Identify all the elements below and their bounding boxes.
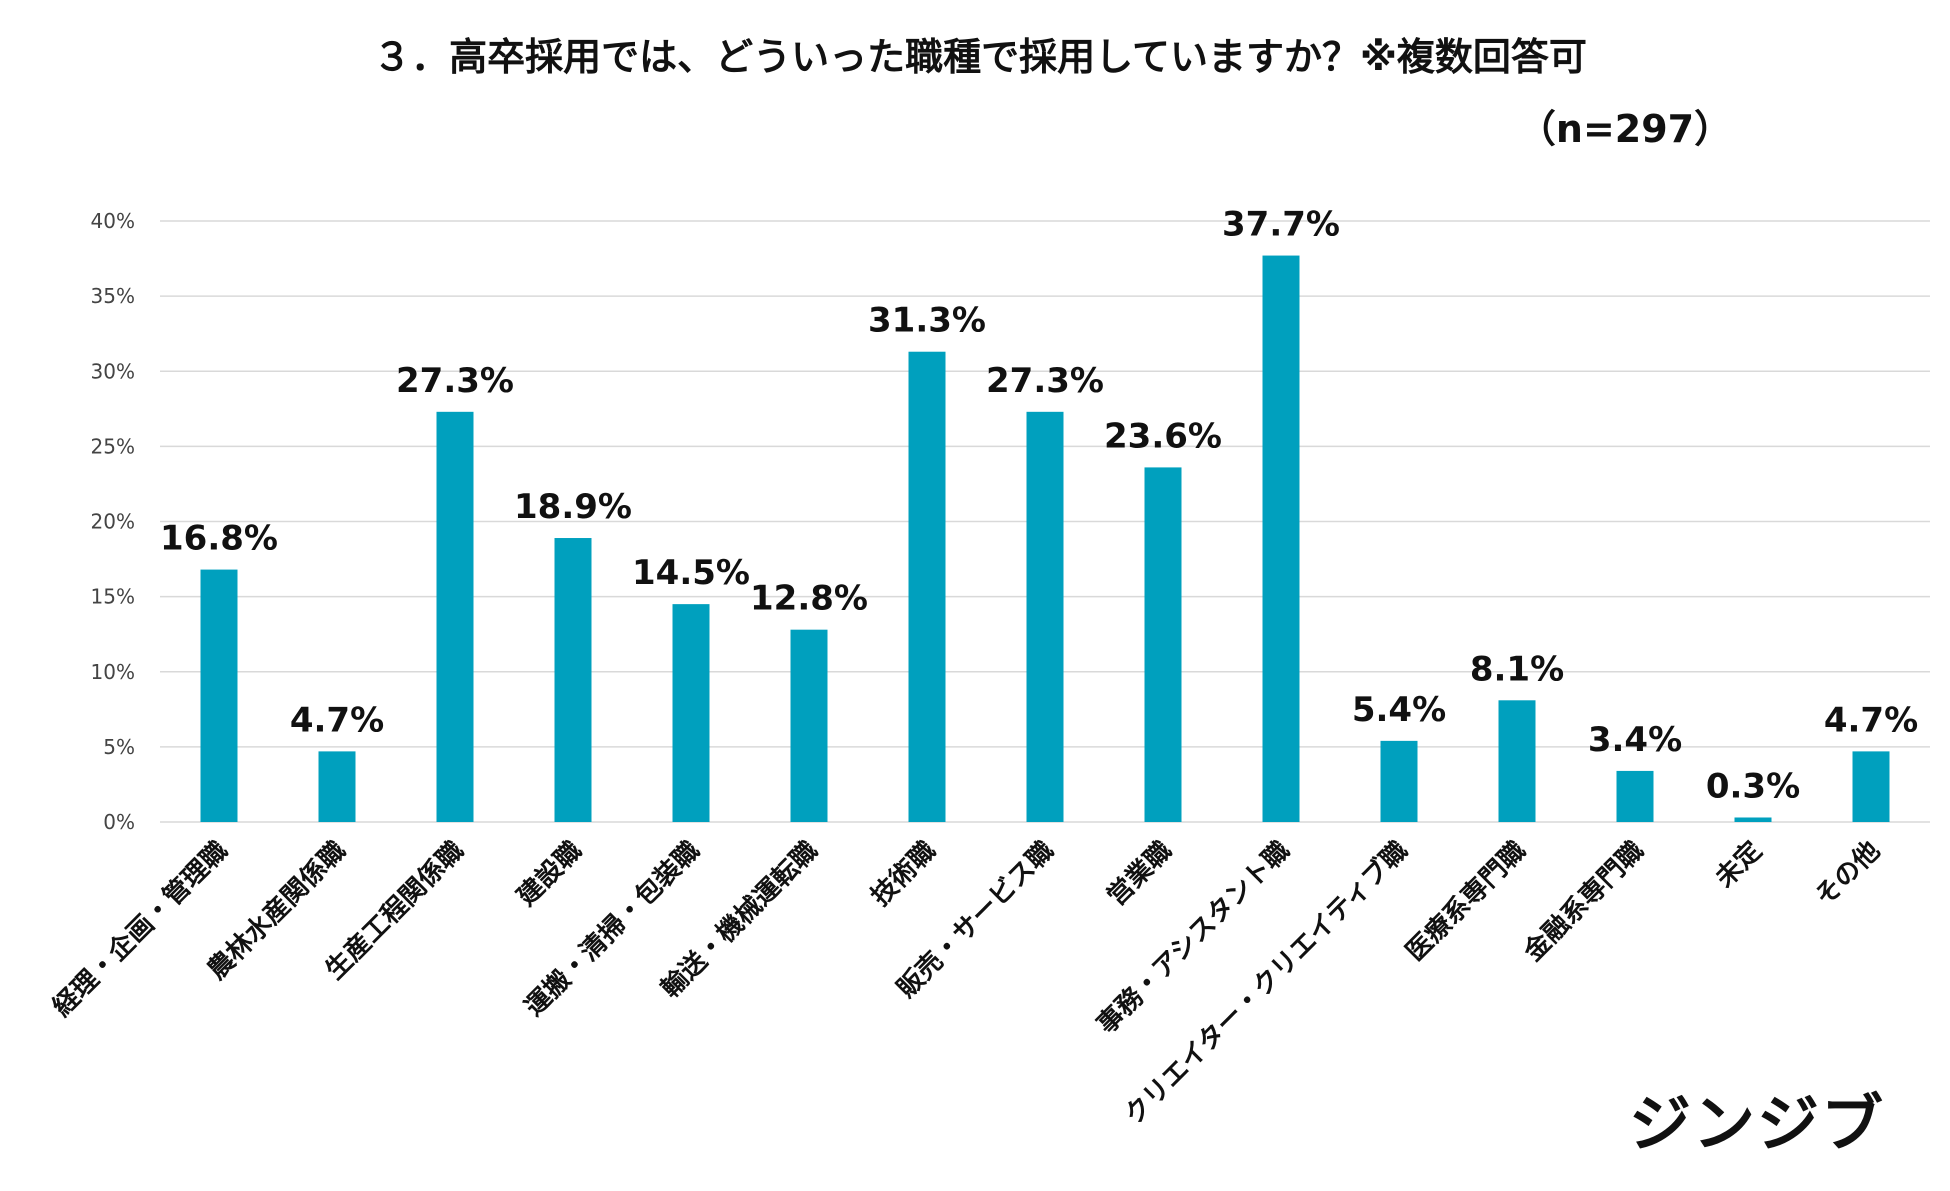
data-label: 14.5%	[632, 553, 750, 593]
bar	[908, 351, 946, 822]
bar	[790, 629, 828, 822]
bar	[554, 538, 592, 822]
category-label: 営業職	[1102, 836, 1178, 912]
category-label: その他	[1810, 836, 1886, 912]
y-tick-label: 40%	[91, 209, 135, 233]
y-tick-label: 0%	[103, 810, 135, 834]
chart-subtitle: （n=297）	[1518, 107, 1732, 151]
y-tick-label: 35%	[91, 284, 135, 308]
category-label: 事務・アシスタント職	[1092, 836, 1296, 1040]
category-label: 技術職	[866, 836, 942, 912]
bar	[200, 569, 238, 822]
bar	[1498, 700, 1536, 822]
data-label: 37.7%	[1222, 205, 1340, 245]
bar	[672, 604, 710, 822]
bar	[1262, 255, 1300, 822]
y-tick-label: 30%	[91, 359, 135, 383]
bar	[1616, 770, 1654, 822]
bar	[1380, 740, 1418, 822]
category-label: 金融系専門職	[1517, 835, 1650, 968]
data-label: 8.1%	[1470, 649, 1564, 689]
data-label: 12.8%	[750, 579, 868, 619]
data-label: 27.3%	[986, 361, 1104, 401]
bar	[1144, 467, 1182, 822]
data-label: 27.3%	[396, 361, 514, 401]
y-axis-ticks: 0% 5% 10% 15% 20% 25% 30% 35% 40%	[91, 209, 135, 834]
data-label: 31.3%	[868, 301, 986, 341]
category-label: 経理・企画・管理職	[47, 835, 234, 1022]
y-tick-label: 20%	[91, 510, 135, 534]
data-label: 5.4%	[1352, 690, 1446, 730]
data-label: 23.6%	[1104, 416, 1222, 456]
data-label: 0.3%	[1706, 766, 1800, 806]
category-label: 未定	[1709, 835, 1768, 894]
y-tick-label: 10%	[91, 660, 135, 684]
data-labels: 16.8%4.7%27.3%18.9%14.5%12.8%31.3%27.3%2…	[160, 205, 1918, 807]
data-label: 16.8%	[160, 519, 278, 559]
category-label: 建設職	[511, 835, 588, 912]
y-tick-label: 15%	[91, 585, 135, 609]
data-label: 4.7%	[1824, 700, 1918, 740]
bar	[1852, 751, 1890, 822]
bars	[200, 255, 1890, 822]
bar	[318, 751, 356, 822]
y-tick-label: 25%	[91, 434, 135, 458]
bar	[1026, 411, 1064, 822]
category-label: 医療系専門職	[1400, 836, 1532, 968]
chart-title: ３．高卒採用では、どういった職種で採用していますか？※複数回答可	[373, 35, 1587, 79]
data-label: 4.7%	[290, 700, 384, 740]
y-tick-label: 5%	[103, 735, 135, 759]
brand-logo: ジンジブ	[1629, 1087, 1885, 1160]
bar	[436, 411, 474, 822]
data-label: 3.4%	[1588, 720, 1682, 760]
data-label: 18.9%	[514, 487, 632, 527]
bar	[1734, 817, 1772, 822]
